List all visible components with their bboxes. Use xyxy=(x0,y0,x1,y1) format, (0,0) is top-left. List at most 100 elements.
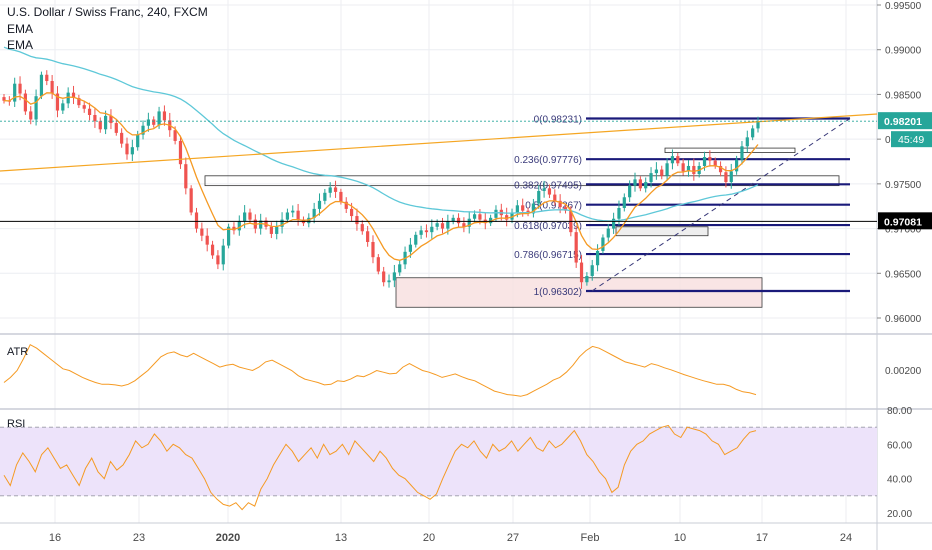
candlestick-series xyxy=(2,70,760,289)
candle-body xyxy=(585,275,589,283)
price-axis[interactable]: 0.995000.990000.985000.980000.975000.970… xyxy=(877,1,932,520)
candle-body xyxy=(205,235,209,245)
candle-body xyxy=(61,103,65,111)
candle-body xyxy=(558,200,562,208)
candle-body xyxy=(349,208,354,217)
chart-title: U.S. Dollar / Swiss Franc, 240, FXCM xyxy=(7,5,208,19)
candle-body xyxy=(601,237,605,251)
rsi-tick-label: 60.00 xyxy=(887,440,912,451)
candle-body xyxy=(50,81,54,94)
candle-body xyxy=(296,210,300,220)
candle-body xyxy=(692,165,696,175)
candle-body xyxy=(269,226,273,234)
candle-body xyxy=(280,219,284,227)
candle-body xyxy=(740,146,744,160)
candle-body xyxy=(670,156,675,164)
fib-level-label: 0(0.98231) xyxy=(534,114,582,125)
candle-body xyxy=(344,201,348,209)
candle-body xyxy=(317,200,322,209)
candle-body xyxy=(291,210,295,213)
fibonacci-retracement[interactable]: 0(0.98231) 0.236(0.97776) 0.382(0.97495) 0.… xyxy=(514,114,851,298)
candle-body xyxy=(590,265,594,276)
candle-body xyxy=(478,214,482,220)
candle-body xyxy=(414,234,418,245)
candle-body xyxy=(751,128,755,138)
crosshair-price-text: 0.97081 xyxy=(884,216,922,228)
candle-body xyxy=(237,221,241,231)
candle-body xyxy=(724,172,728,183)
candle-body xyxy=(553,194,557,201)
candle-body xyxy=(505,215,509,220)
candle-body xyxy=(328,187,332,193)
candle-body xyxy=(617,208,621,219)
ema-fast-line xyxy=(3,92,759,261)
candle-body xyxy=(71,92,76,99)
atr-pane xyxy=(3,344,757,397)
resistance-zone-box xyxy=(204,175,840,187)
candle-body xyxy=(419,230,423,235)
candle-body xyxy=(339,191,343,202)
rsi-tick-label: 80.00 xyxy=(887,406,912,417)
candle-body xyxy=(606,228,610,238)
time-tick-label: 2020 xyxy=(216,532,240,544)
candle-body xyxy=(366,231,370,242)
candle-body xyxy=(526,210,530,214)
time-tick-label: 27 xyxy=(507,532,519,544)
fib-level-label: 0.382(0.97495) xyxy=(514,180,582,191)
candle-body xyxy=(23,93,27,112)
candle-body xyxy=(333,187,338,192)
candle-body xyxy=(398,264,402,273)
time-tick-label: 17 xyxy=(756,532,768,544)
candle-body xyxy=(13,83,17,102)
candle-body xyxy=(612,218,616,229)
rsi-line xyxy=(3,424,757,511)
rsi-label: RSI xyxy=(7,418,26,430)
candle-body xyxy=(178,140,183,165)
candle-body xyxy=(542,188,546,192)
time-tick-label: 10 xyxy=(674,532,686,544)
candle-body xyxy=(98,121,102,130)
candle-body xyxy=(162,111,167,121)
candle-body xyxy=(435,223,439,227)
candle-body xyxy=(644,182,648,189)
candle-body xyxy=(628,185,632,198)
trendlines[interactable] xyxy=(0,113,878,222)
rsi-band xyxy=(0,427,877,496)
price-tick-label: 0.96500 xyxy=(885,269,922,280)
candle-body xyxy=(729,171,733,183)
fib-level-label: 0.5(0.97267) xyxy=(525,201,582,212)
candle-body xyxy=(259,220,263,229)
candle-body xyxy=(563,207,568,211)
candle-body xyxy=(713,160,717,166)
candle-body xyxy=(547,188,552,195)
candle-body xyxy=(446,221,450,229)
rising-trendline xyxy=(0,113,878,172)
candle-body xyxy=(735,159,739,172)
candle-body xyxy=(77,98,81,106)
candle-body xyxy=(595,250,600,266)
candle-body xyxy=(708,157,712,161)
candle-body xyxy=(515,205,519,213)
crosshair-price-tag xyxy=(878,212,932,230)
atr-line xyxy=(3,344,757,397)
time-axis[interactable]: 16 23 2020 13 20 27 Feb 10 17 24 xyxy=(49,532,852,544)
price-tick-label: 0.97500 xyxy=(885,180,922,191)
candle-body xyxy=(130,147,134,155)
candle-body xyxy=(136,134,140,148)
candle-body xyxy=(702,157,707,166)
fib-level-label: 0.786(0.96715) xyxy=(514,250,582,261)
candle-body xyxy=(275,226,279,234)
price-tick-label: 0.97000 xyxy=(885,225,922,236)
candle-body xyxy=(146,119,150,126)
candle-body xyxy=(521,205,525,211)
candle-body xyxy=(45,74,49,82)
fib-trend-line xyxy=(591,118,851,292)
time-tick-label: Feb xyxy=(581,532,600,544)
last-price-text: 0.98201 xyxy=(884,116,922,128)
candle-body xyxy=(39,74,44,97)
candle-body xyxy=(392,272,396,281)
candle-body xyxy=(660,169,664,176)
candle-body xyxy=(103,115,108,130)
candle-body xyxy=(29,111,33,120)
